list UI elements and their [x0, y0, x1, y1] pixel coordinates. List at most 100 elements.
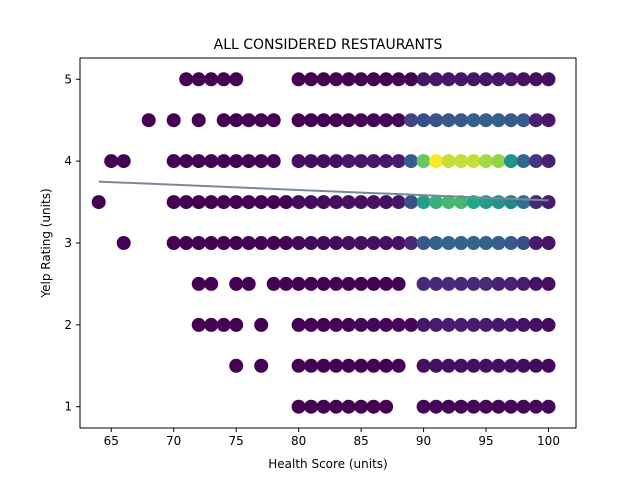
- data-point: [391, 276, 406, 291]
- y-tick-label: 1: [64, 400, 72, 414]
- data-point: [454, 154, 469, 169]
- data-point: [291, 195, 306, 210]
- data-point: [541, 72, 556, 87]
- data-point: [416, 72, 431, 87]
- data-point: [504, 195, 518, 210]
- data-point: [354, 195, 369, 210]
- data-point: [504, 317, 518, 332]
- data-point: [191, 317, 206, 332]
- data-point: [429, 317, 444, 332]
- data-point: [116, 236, 131, 250]
- data-point: [304, 317, 319, 332]
- data-point: [341, 358, 356, 373]
- data-point: [379, 236, 394, 250]
- data-point: [166, 236, 181, 250]
- x-tick-label: 95: [478, 434, 493, 448]
- data-point: [404, 72, 419, 87]
- data-point: [329, 113, 344, 128]
- data-point: [304, 358, 319, 373]
- data-point: [529, 113, 543, 128]
- data-point: [266, 154, 281, 169]
- data-point: [404, 195, 419, 210]
- data-point: [329, 317, 344, 332]
- data-point: [479, 154, 493, 169]
- data-point: [316, 317, 331, 332]
- data-point: [191, 195, 206, 210]
- data-point: [341, 113, 356, 128]
- data-point: [304, 236, 319, 250]
- data-point: [204, 72, 219, 87]
- x-tick-label: 100: [537, 434, 560, 448]
- data-point: [516, 113, 531, 128]
- data-point: [379, 276, 394, 291]
- data-point: [316, 276, 331, 291]
- data-point: [229, 236, 244, 250]
- data-point: [516, 154, 531, 169]
- data-point: [391, 113, 406, 128]
- data-point: [529, 399, 543, 414]
- data-point: [241, 236, 256, 250]
- data-point: [329, 154, 344, 169]
- data-point: [504, 113, 518, 128]
- data-point: [341, 154, 356, 169]
- data-point: [516, 317, 531, 332]
- data-point: [229, 358, 244, 373]
- data-point: [191, 276, 206, 291]
- data-point: [354, 276, 369, 291]
- data-point: [479, 72, 493, 87]
- data-point: [291, 154, 306, 169]
- data-point: [491, 72, 506, 87]
- data-point: [266, 236, 281, 250]
- data-point: [429, 154, 444, 169]
- data-point: [441, 358, 456, 373]
- data-point: [354, 317, 369, 332]
- data-point: [379, 358, 394, 373]
- data-point: [516, 72, 531, 87]
- x-axis-ticks: 65 70 75 80 85 90 95 100: [104, 428, 560, 448]
- data-point: [479, 236, 493, 250]
- data-point: [354, 72, 369, 87]
- data-point: [316, 113, 331, 128]
- y-tick-label: 5: [64, 72, 72, 86]
- data-point: [416, 113, 431, 128]
- data-point: [479, 317, 493, 332]
- data-point: [316, 72, 331, 87]
- data-point: [479, 276, 493, 291]
- data-point: [316, 195, 331, 210]
- y-tick-label: 4: [64, 154, 72, 168]
- data-point: [454, 236, 469, 250]
- data-point: [291, 72, 306, 87]
- data-point: [516, 276, 531, 291]
- data-point: [291, 236, 306, 250]
- data-point: [366, 399, 381, 414]
- data-point: [466, 154, 481, 169]
- data-point: [404, 113, 419, 128]
- data-point: [241, 195, 256, 210]
- data-point: [504, 399, 518, 414]
- data-point: [391, 195, 406, 210]
- data-point: [316, 236, 331, 250]
- data-point: [391, 358, 406, 373]
- data-point: [466, 195, 481, 210]
- x-tick-label: 65: [104, 434, 119, 448]
- data-point: [216, 195, 231, 210]
- data-point: [441, 195, 456, 210]
- data-point: [516, 358, 531, 373]
- data-point: [516, 195, 531, 210]
- x-tick-label: 75: [229, 434, 244, 448]
- data-point: [491, 358, 506, 373]
- data-point: [229, 113, 244, 128]
- data-point: [166, 113, 181, 128]
- data-point: [466, 113, 481, 128]
- data-point: [441, 72, 456, 87]
- data-point: [391, 317, 406, 332]
- data-point: [254, 195, 269, 210]
- data-point: [541, 236, 556, 250]
- data-point: [491, 113, 506, 128]
- x-tick-label: 80: [291, 434, 306, 448]
- data-point: [504, 72, 518, 87]
- data-point: [216, 113, 231, 128]
- data-point: [454, 72, 469, 87]
- data-point: [466, 358, 481, 373]
